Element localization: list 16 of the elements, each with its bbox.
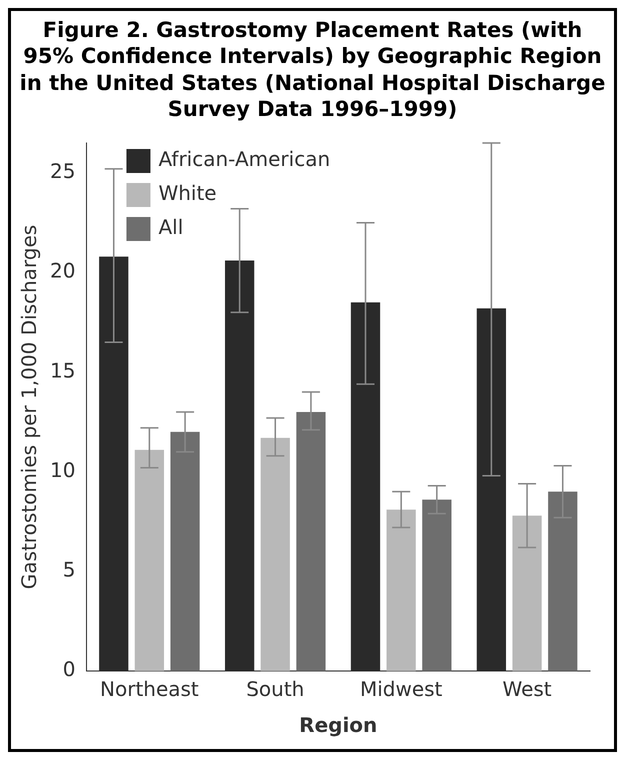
x-tick-label: South [246, 677, 304, 702]
legend-label: African-American [158, 147, 330, 172]
y-tick-label: 15 [50, 358, 76, 382]
x-tick-label: Midwest [360, 677, 443, 702]
x-tick-label: Northeast [100, 677, 199, 702]
legend-label: White [158, 181, 217, 206]
y-tick-label: 10 [50, 458, 76, 482]
y-tick-label: 0 [62, 657, 76, 682]
y-axis-title: Gastrostomies per 1,000 Discharges [17, 224, 42, 590]
x-axis-title: Region [299, 713, 378, 738]
x-tick-label: West [502, 677, 552, 702]
chart-title: Figure 2. Gastrostomy Placement Rates (with 95% Confidence Intervals) by Geographic Region in the United States (National Hospital Discharge Survey Data 1996–1999) [18, 17, 606, 122]
y-tick-label: 5 [62, 558, 76, 582]
y-tick-label: 25 [50, 159, 76, 184]
y-tick-label: 20 [50, 258, 76, 283]
legend-label: All [158, 215, 184, 240]
